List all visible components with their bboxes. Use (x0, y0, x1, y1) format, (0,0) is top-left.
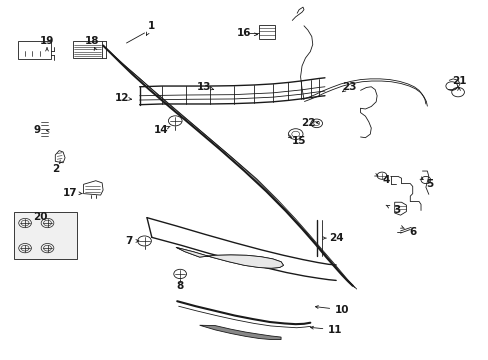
Text: 2: 2 (52, 164, 59, 174)
Text: 3: 3 (392, 206, 400, 216)
Text: 21: 21 (451, 76, 466, 86)
Text: 17: 17 (62, 188, 77, 198)
Text: 18: 18 (85, 36, 100, 46)
Text: 5: 5 (426, 179, 432, 189)
Text: 13: 13 (197, 82, 211, 92)
Text: 6: 6 (408, 227, 415, 237)
Text: 11: 11 (327, 325, 342, 335)
Text: 23: 23 (342, 82, 356, 92)
Text: 16: 16 (237, 28, 251, 38)
Text: 12: 12 (114, 93, 129, 103)
Text: 1: 1 (148, 21, 155, 31)
Polygon shape (199, 325, 281, 339)
Text: 20: 20 (33, 212, 48, 221)
Text: 10: 10 (334, 305, 348, 315)
FancyBboxPatch shape (14, 212, 77, 259)
Text: 4: 4 (382, 175, 389, 185)
Text: 8: 8 (176, 281, 183, 291)
Text: 14: 14 (154, 125, 168, 135)
Text: 22: 22 (300, 118, 314, 128)
Polygon shape (176, 247, 283, 268)
Text: 15: 15 (291, 136, 306, 145)
Text: 19: 19 (40, 36, 54, 46)
Text: 24: 24 (328, 233, 343, 243)
Text: 7: 7 (124, 236, 132, 246)
Text: 9: 9 (34, 125, 41, 135)
